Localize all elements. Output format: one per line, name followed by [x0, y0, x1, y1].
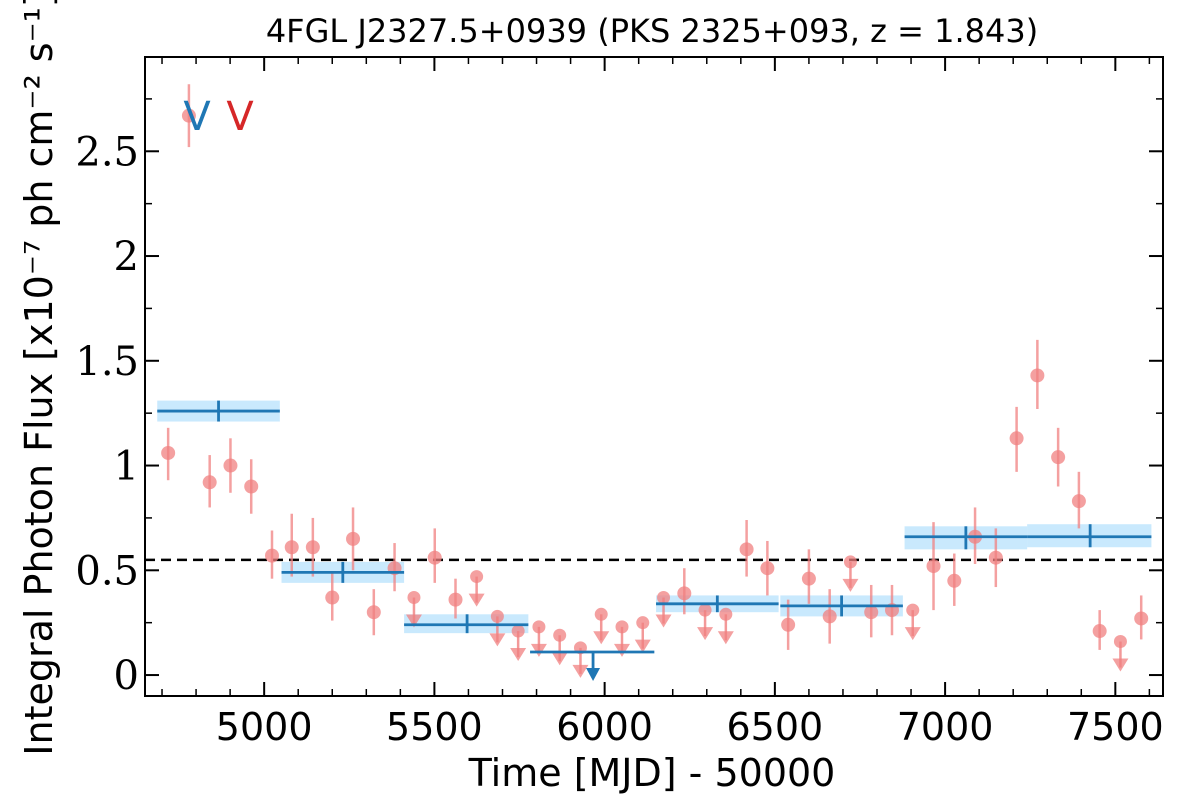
- monthly-upper-limit-point: [636, 616, 650, 630]
- monthly-upper-limit-arrow: [717, 631, 734, 645]
- monthly-upper-limit-point: [511, 624, 525, 638]
- x-tick-label: 7500: [1067, 705, 1164, 749]
- plot-area: 5000 5500 6000 6500 7000 7500 0 0.5 1 1.5 2 2.5 V V: [75, 56, 1164, 749]
- monthly-data-point: [244, 479, 259, 494]
- x-tick-label: 5000: [216, 705, 313, 749]
- monthly-data-point: [448, 592, 463, 607]
- monthly-data-point: [161, 445, 176, 460]
- monthly-upper-limit-point: [594, 607, 608, 621]
- monthly-upper-limit-arrow: [468, 593, 485, 607]
- monthly-upper-limit-point: [719, 607, 733, 621]
- monthly-data-point: [1134, 611, 1149, 626]
- monthly-upper-limit-point: [470, 570, 484, 584]
- monthly-upper-limit-arrow: [1112, 658, 1129, 672]
- y-tick-label: 0.5: [75, 548, 139, 594]
- monthly-upper-limit-point: [553, 628, 567, 642]
- variability-flag: V: [226, 94, 254, 140]
- x-tick-label: 5500: [386, 705, 483, 749]
- chart-title: 4FGL J2327.5+0939 (PKS 2325+093, z = 1.8…: [266, 12, 1038, 50]
- monthly-data-point: [427, 550, 442, 565]
- monthly-data-point: [346, 531, 361, 546]
- variability-flag: V: [183, 94, 211, 140]
- monthly-data-point: [864, 605, 879, 620]
- monthly-data-point: [264, 548, 279, 563]
- monthly-upper-limit-point: [1113, 635, 1127, 649]
- monthly-data-point: [760, 561, 775, 576]
- monthly-data-point: [801, 571, 816, 586]
- monthly-data-point: [739, 542, 754, 557]
- x-tick-label: 6500: [727, 705, 824, 749]
- monthly-data-point: [988, 550, 1003, 565]
- monthly-upper-limit-arrow: [551, 652, 568, 666]
- monthly-upper-limit-point: [615, 620, 629, 634]
- plot-frame: [144, 56, 1164, 697]
- monthly-upper-limit-arrow: [634, 639, 651, 653]
- monthly-upper-limit-arrow: [530, 643, 547, 657]
- monthly-upper-limit-arrow: [510, 648, 527, 662]
- monthly-upper-limit-arrow: [572, 664, 589, 678]
- monthly-upper-limit-arrow: [613, 643, 630, 657]
- binned-upper-limit-arrow: [586, 668, 601, 682]
- monthly-upper-limit-point: [698, 603, 712, 617]
- monthly-upper-limit-point: [407, 591, 421, 605]
- monthly-upper-limit-arrow: [655, 614, 672, 628]
- monthly-data-point: [305, 540, 320, 555]
- monthly-data-point: [223, 458, 238, 473]
- monthly-upper-limit-point: [657, 591, 671, 605]
- y-tick-label: 1.5: [75, 339, 139, 385]
- monthly-upper-limit-arrow: [904, 627, 921, 641]
- x-tick-label: 6000: [556, 705, 653, 749]
- monthly-data-point: [1071, 494, 1086, 509]
- monthly-upper-limit-arrow: [405, 614, 422, 628]
- x-axis-label: Time [MJD] - 50000: [468, 751, 836, 795]
- y-tick-label: 2: [114, 234, 139, 280]
- y-tick-label: 0: [114, 653, 139, 699]
- monthly-upper-limit-arrow: [842, 578, 859, 592]
- monthly-upper-limit-arrow: [593, 631, 610, 645]
- monthly-upper-limit-arrow: [489, 633, 506, 647]
- y-tick-label: 1: [114, 444, 139, 490]
- monthly-data-point: [1009, 431, 1024, 446]
- y-tick-label: 2.5: [75, 129, 139, 175]
- monthly-data-point: [1092, 624, 1107, 639]
- y-axis-label: Integral Photon Flux [x10⁻⁷ ph cm⁻² s⁻¹]: [17, 0, 61, 756]
- monthly-data-point: [181, 108, 196, 123]
- monthly-data-point: [366, 605, 381, 620]
- monthly-data-point: [781, 617, 796, 632]
- monthly-data-point: [822, 609, 837, 624]
- monthly-data-point: [202, 475, 217, 490]
- monthly-data-point: [1051, 450, 1066, 465]
- monthly-upper-limit-point: [490, 609, 504, 623]
- monthly-data-point: [1030, 368, 1045, 383]
- monthly-data-point: [677, 586, 692, 601]
- monthly-upper-limit-point: [906, 603, 920, 617]
- monthly-data-point: [325, 590, 340, 605]
- monthly-upper-limit-point: [532, 620, 546, 634]
- monthly-data-point: [947, 573, 962, 588]
- monthly-data-point: [284, 540, 299, 555]
- x-tick-label: 7000: [897, 705, 994, 749]
- monthly-data-point: [926, 559, 941, 574]
- monthly-upper-limit-arrow: [697, 627, 714, 641]
- monthly-upper-limit-point: [843, 555, 857, 569]
